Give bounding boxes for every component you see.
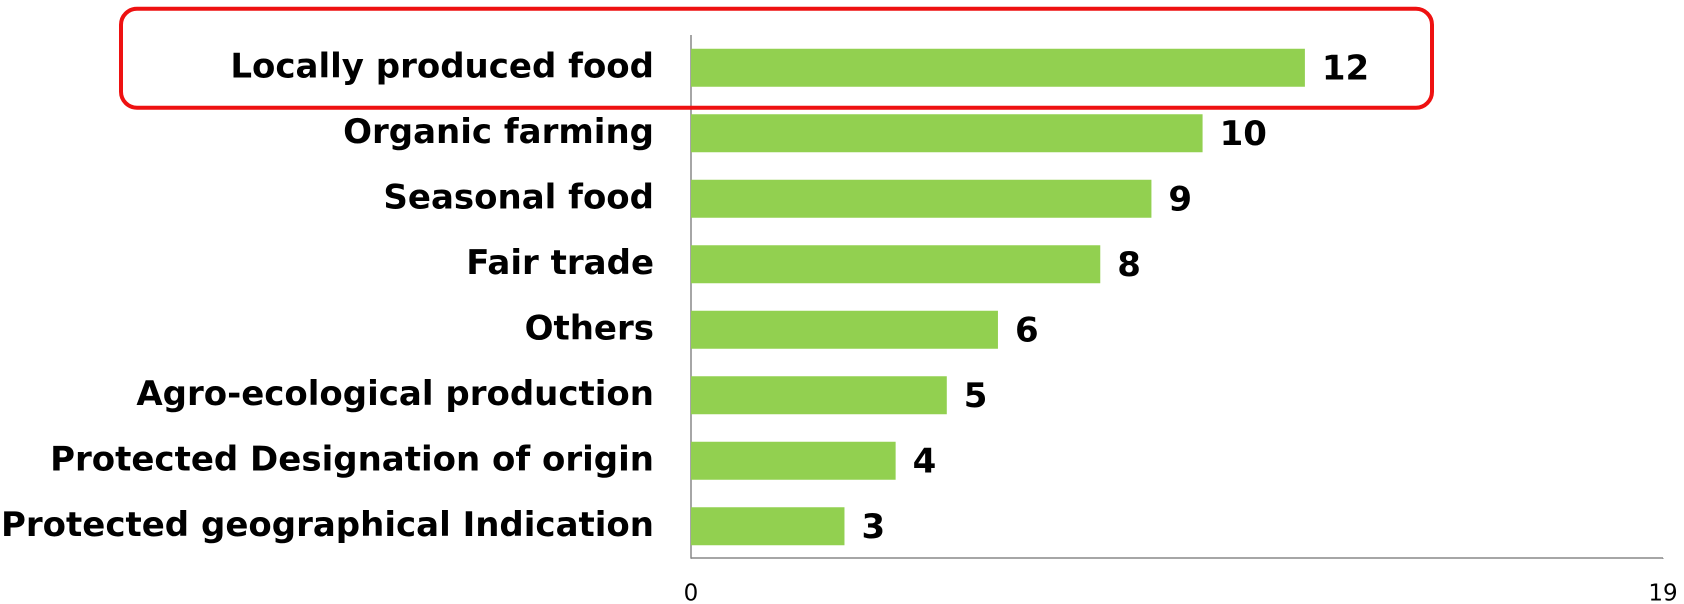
category-label: Protected geographical Indication: [1, 505, 654, 545]
x-tick-label: 19: [1648, 581, 1677, 604]
value-label: 4: [913, 441, 937, 481]
category-label: Seasonal food: [383, 177, 654, 217]
bar: [691, 376, 947, 415]
value-label: 8: [1117, 245, 1141, 285]
category-label: Others: [525, 308, 654, 348]
bar: [691, 179, 1152, 218]
bar: [691, 48, 1305, 87]
value-label: 9: [1168, 179, 1192, 219]
value-label: 12: [1322, 48, 1369, 88]
category-label: Protected Designation of origin: [50, 439, 654, 479]
value-label: 10: [1220, 114, 1267, 154]
bar: [691, 507, 845, 546]
category-label: Organic farming: [343, 112, 654, 152]
highlight-box: [119, 6, 1434, 110]
value-label: 3: [861, 507, 885, 547]
value-label: 6: [1015, 310, 1039, 350]
value-label: 5: [964, 376, 988, 416]
category-label: Agro-ecological production: [136, 374, 654, 414]
category-label: Locally produced food: [230, 46, 654, 86]
bar: [691, 245, 1101, 284]
bar: [691, 441, 896, 480]
bar: [691, 310, 998, 349]
x-tick-label: 0: [684, 581, 699, 604]
category-label: Fair trade: [466, 243, 654, 283]
bar: [691, 114, 1203, 153]
